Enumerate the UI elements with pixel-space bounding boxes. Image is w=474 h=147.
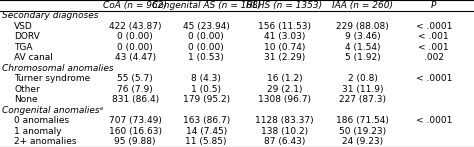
Text: Congenital AS (n = 188): Congenital AS (n = 188) (152, 1, 261, 10)
Text: 4 (1.54): 4 (1.54) (345, 43, 380, 52)
Text: AV canal: AV canal (14, 53, 53, 62)
Text: 2 (0.8): 2 (0.8) (347, 74, 378, 83)
Text: 10 (0.74): 10 (0.74) (264, 43, 305, 52)
Text: 707 (73.49): 707 (73.49) (109, 116, 162, 125)
Text: Turner syndrome: Turner syndrome (14, 74, 91, 83)
Text: 31 (2.29): 31 (2.29) (264, 53, 305, 62)
Text: VSD: VSD (14, 22, 33, 31)
Text: < .0001: < .0001 (416, 74, 452, 83)
Text: 95 (9.88): 95 (9.88) (114, 137, 156, 146)
Text: 50 (19.23): 50 (19.23) (339, 127, 386, 136)
Text: HLHS (n = 1353): HLHS (n = 1353) (246, 1, 322, 10)
Text: 160 (16.63): 160 (16.63) (109, 127, 162, 136)
Text: < .0001: < .0001 (416, 22, 452, 31)
Text: Secondary diagnoses: Secondary diagnoses (2, 11, 99, 20)
Text: TGA: TGA (14, 43, 33, 52)
Text: 0 anomalies: 0 anomalies (14, 116, 69, 125)
Text: 422 (43.87): 422 (43.87) (109, 22, 161, 31)
Text: 55 (5.7): 55 (5.7) (117, 74, 153, 83)
Text: 0 (0.00): 0 (0.00) (117, 32, 153, 41)
Text: 76 (7.9): 76 (7.9) (117, 85, 153, 94)
Text: 1 (0.53): 1 (0.53) (188, 53, 224, 62)
Text: 31 (11.9): 31 (11.9) (342, 85, 383, 94)
Text: 1308 (96.7): 1308 (96.7) (258, 95, 311, 104)
Text: Chromosomal anomalies: Chromosomal anomalies (2, 64, 114, 73)
Text: 14 (7.45): 14 (7.45) (185, 127, 227, 136)
Text: 45 (23.94): 45 (23.94) (183, 22, 229, 31)
Text: < .0001: < .0001 (416, 116, 452, 125)
Text: 8 (4.3): 8 (4.3) (191, 74, 221, 83)
Text: 29 (2.1): 29 (2.1) (267, 85, 302, 94)
Text: < .001: < .001 (419, 43, 449, 52)
Text: 831 (86.4): 831 (86.4) (111, 95, 159, 104)
Text: 1 (0.5): 1 (0.5) (191, 85, 221, 94)
Text: 87 (6.43): 87 (6.43) (264, 137, 305, 146)
Text: 0 (0.00): 0 (0.00) (188, 32, 224, 41)
Text: DORV: DORV (14, 32, 40, 41)
Text: 24 (9.23): 24 (9.23) (342, 137, 383, 146)
Text: Congenital anomaliesᵃ: Congenital anomaliesᵃ (2, 106, 103, 115)
Text: IAA (n = 260): IAA (n = 260) (332, 1, 393, 10)
Text: 0 (0.00): 0 (0.00) (117, 43, 153, 52)
Text: 41 (3.03): 41 (3.03) (264, 32, 305, 41)
Text: 1 anomaly: 1 anomaly (14, 127, 62, 136)
Text: 5 (1.92): 5 (1.92) (345, 53, 381, 62)
Text: P: P (431, 1, 437, 10)
Text: < .001: < .001 (419, 32, 449, 41)
Text: 43 (4.47): 43 (4.47) (115, 53, 155, 62)
Text: 2+ anomalies: 2+ anomalies (14, 137, 77, 146)
Text: 138 (10.2): 138 (10.2) (261, 127, 308, 136)
Text: 179 (95.2): 179 (95.2) (182, 95, 230, 104)
Text: 227 (87.3): 227 (87.3) (339, 95, 386, 104)
Text: 9 (3.46): 9 (3.46) (345, 32, 381, 41)
Text: 1128 (83.37): 1128 (83.37) (255, 116, 314, 125)
Text: .002: .002 (424, 53, 444, 62)
Text: 163 (86.7): 163 (86.7) (182, 116, 230, 125)
Text: 16 (1.2): 16 (1.2) (266, 74, 302, 83)
Text: 229 (88.08): 229 (88.08) (336, 22, 389, 31)
Text: Other: Other (14, 85, 40, 94)
Text: 156 (11.53): 156 (11.53) (258, 22, 311, 31)
Text: 0 (0.00): 0 (0.00) (188, 43, 224, 52)
Text: 186 (71.54): 186 (71.54) (336, 116, 389, 125)
Text: 11 (5.85): 11 (5.85) (185, 137, 227, 146)
Text: None: None (14, 95, 38, 104)
Text: CoA (n = 962): CoA (n = 962) (103, 1, 167, 10)
